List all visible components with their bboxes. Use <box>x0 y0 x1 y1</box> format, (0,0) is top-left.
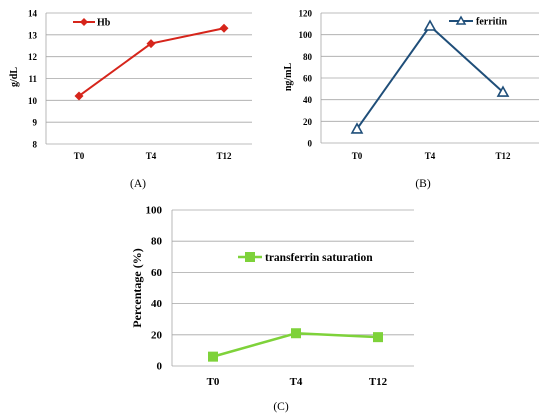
panel-b-legend-label: ferritin <box>476 17 508 28</box>
panel-a-caption: (A) <box>130 178 146 190</box>
panel-c-y-tick-label: 40 <box>151 298 163 310</box>
panel-a-hb-line <box>78 27 225 97</box>
panel-b-legend: ferritin <box>449 15 508 28</box>
panel-a-y-axis-label: g/dL <box>9 67 20 87</box>
panel-b-ferritin-line <box>356 24 504 130</box>
panel-c-data-point <box>373 332 383 343</box>
panel-b-data-point <box>423 19 437 31</box>
panel-a-y-tick-label: 8 <box>33 140 38 150</box>
panel-b-x-ticks: T0 T4 T12 <box>352 151 511 161</box>
panel-a-chart: 8 9 10 11 12 13 14 T0 T4 T12 g/dL Hb (A) <box>9 9 252 190</box>
panel-c-y-tick-label: 60 <box>151 267 163 279</box>
panel-a-legend: Hb <box>73 18 111 29</box>
panel-a-y-tick-label: 10 <box>28 96 38 106</box>
panel-b-ferritin-points <box>350 19 510 134</box>
panel-a-legend-marker <box>80 18 88 26</box>
panel-a-y-tick-label: 11 <box>28 74 37 84</box>
panel-a-y-tick-label: 14 <box>28 9 38 19</box>
panel-a-x-tick-label: T12 <box>216 151 232 161</box>
panel-a-grid <box>45 12 252 145</box>
panel-a-data-point <box>146 39 156 49</box>
panel-b-y-tick-label: 0 <box>308 139 313 149</box>
panel-a-y-tick-label: 12 <box>28 52 38 62</box>
panel-a-y-tick-label: 13 <box>28 30 38 40</box>
panel-b-y-tick-label: 80 <box>303 52 313 62</box>
panel-a-x-tick-label: T0 <box>74 151 85 161</box>
panel-c-y-ticks: 0 20 40 60 80 100 <box>146 205 163 373</box>
panel-c-y-axis-label: Percentage (%) <box>130 248 144 327</box>
panel-b-x-tick-label: T12 <box>495 151 511 161</box>
panel-a-hb-points <box>74 23 229 101</box>
panel-c-legend-marker <box>245 252 255 262</box>
panel-a-legend-label: Hb <box>97 18 111 29</box>
panel-b-y-tick-label: 40 <box>303 95 313 105</box>
panel-b-x-tick-label: T0 <box>352 151 363 161</box>
panel-b-data-point <box>496 85 510 97</box>
panel-b-y-tick-label: 20 <box>303 117 313 127</box>
panel-b-caption: (B) <box>415 178 431 190</box>
panel-b-data-point <box>350 122 364 134</box>
panel-a-x-ticks: T0 T4 T12 <box>74 151 232 161</box>
panel-c-x-tick-label: T4 <box>290 376 303 388</box>
panel-c-grid <box>171 209 414 367</box>
panel-c-chart: 0 20 40 60 80 100 T0 T4 T12 Percentage (%) tran… <box>130 205 414 413</box>
panel-c-y-tick-label: 80 <box>151 236 163 248</box>
panel-a-x-tick-label: T4 <box>146 151 157 161</box>
panel-b-chart: 0 20 40 60 80 100 120 T0 T4 T12 ng/mL ferritin (… <box>283 9 539 190</box>
panel-b-y-ticks: 0 20 40 60 80 100 120 <box>299 9 313 149</box>
panel-a-data-point <box>219 23 229 33</box>
panel-c-x-tick-label: T12 <box>369 376 388 388</box>
panel-b-y-tick-label: 60 <box>303 74 313 84</box>
panel-c-data-point <box>208 351 218 362</box>
panel-a-y-tick-label: 9 <box>33 118 38 128</box>
panel-a-data-point <box>74 91 84 101</box>
panel-c-legend: transferrin saturation <box>238 252 373 264</box>
panel-b-grid <box>320 12 539 144</box>
panel-b-y-axis-label: ng/mL <box>283 63 294 92</box>
panel-c-y-tick-label: 100 <box>146 205 163 217</box>
panel-c-y-tick-label: 0 <box>157 361 163 373</box>
panel-c-y-tick-label: 20 <box>151 329 163 341</box>
panel-a-y-ticks: 8 9 10 11 12 13 14 <box>28 9 38 150</box>
panel-c-legend-label: transferrin saturation <box>265 252 373 264</box>
panel-c-data-point <box>291 328 301 339</box>
panel-c-x-ticks: T0 T4 T12 <box>207 376 388 388</box>
panel-b-y-tick-label: 120 <box>299 9 313 19</box>
panel-c-caption: (C) <box>273 401 289 413</box>
panel-b-y-tick-label: 100 <box>299 30 313 40</box>
panel-c-x-tick-label: T0 <box>207 376 220 388</box>
panel-b-legend-marker <box>455 15 467 25</box>
panel-c-transferrin-saturation-points <box>208 328 383 362</box>
panel-b-x-tick-label: T4 <box>425 151 436 161</box>
